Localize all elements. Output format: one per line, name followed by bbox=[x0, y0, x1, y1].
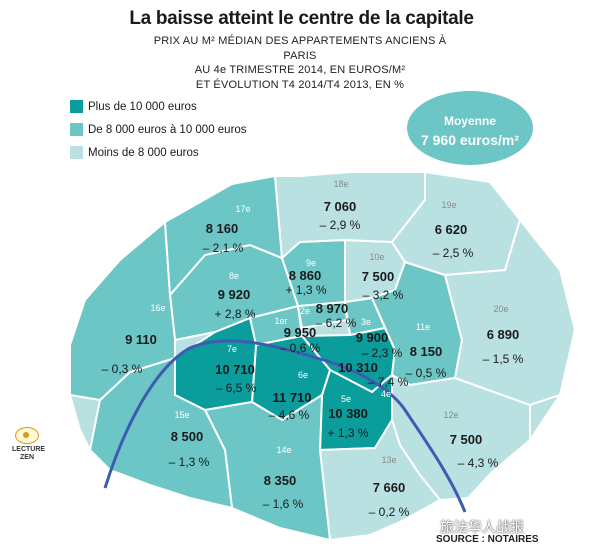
legend-swatch-mid bbox=[70, 123, 83, 136]
eye-icon bbox=[15, 427, 39, 444]
arrondissement-number-9: 9e bbox=[306, 258, 316, 268]
legend-swatch-low bbox=[70, 146, 83, 159]
lecture-zen-line-2: ZEN bbox=[20, 454, 34, 461]
arrondissement-evolution-15: – 1,3 % bbox=[169, 455, 210, 469]
subtitle-line-2: AU 4e TRIMESTRE 2014, EN EUROS/M² bbox=[194, 64, 406, 76]
arrondissement-evolution-11: – 0,5 % bbox=[406, 366, 447, 380]
legend-label-mid: De 8 000 euros à 10 000 euros bbox=[88, 123, 247, 136]
arrondissement-number-14: 14e bbox=[276, 445, 291, 455]
legend-item-low: Moins de 8 000 euros bbox=[70, 141, 247, 164]
arrondissement-number-13: 13e bbox=[381, 455, 396, 465]
arrondissement-evolution-1: – 0,6 % bbox=[280, 341, 321, 355]
arrondissement-evolution-3: – 2,3 % bbox=[362, 346, 403, 360]
arrondissement-number-7: 7e bbox=[227, 344, 237, 354]
map-subtitle: PRIX AU M² MÉDIAN DES APPARTEMENTS ANCIE… bbox=[150, 34, 450, 92]
legend-item-high: Plus de 10 000 euros bbox=[70, 95, 247, 118]
lecture-zen-line-1: LECTURE bbox=[12, 446, 46, 453]
arrondissement-number-4: 4e bbox=[381, 389, 391, 399]
legend-item-mid: De 8 000 euros à 10 000 euros bbox=[70, 118, 247, 141]
arrondissement-price-20: 6 890 bbox=[487, 327, 520, 342]
arrondissement-evolution-13: – 0,2 % bbox=[369, 505, 410, 519]
arrondissement-price-13: 7 660 bbox=[373, 480, 406, 495]
arrondissement-price-4: 10 310 bbox=[338, 360, 378, 375]
arrondissement-price-5: 10 380 bbox=[328, 406, 368, 421]
arrondissement-evolution-20: – 1,5 % bbox=[483, 352, 524, 366]
arrondissement-17 bbox=[163, 174, 284, 298]
arrondissement-price-8: 9 920 bbox=[218, 287, 251, 302]
arrondissement-number-5: 5e bbox=[341, 394, 351, 404]
arrondissement-price-18: 7 060 bbox=[324, 199, 357, 214]
arrondissement-number-17: 17e bbox=[235, 204, 250, 214]
arrondissement-evolution-5: + 1,3 % bbox=[327, 426, 368, 440]
arrondissement-price-3: 9 900 bbox=[356, 330, 389, 345]
arrondissement-number-18: 18e bbox=[333, 179, 348, 189]
arrondissement-evolution-19: – 2,5 % bbox=[433, 246, 474, 260]
legend: Plus de 10 000 euros De 8 000 euros à 10… bbox=[70, 95, 247, 164]
arrondissement-number-3: 3e bbox=[361, 317, 371, 327]
arrondissement-price-14: 8 350 bbox=[264, 473, 297, 488]
arrondissement-evolution-9: + 1,3 % bbox=[285, 283, 326, 297]
subtitle-line-3: ET ÉVOLUTION T4 2014/T4 2013, EN % bbox=[195, 78, 405, 91]
arrondissement-number-2: 2e bbox=[300, 306, 310, 316]
arrondissement-evolution-6: – 4,6 % bbox=[269, 408, 310, 422]
arrondissement-price-19: 6 620 bbox=[435, 222, 468, 237]
source-credit: SOURCE : NOTAIRES bbox=[436, 534, 539, 545]
legend-label-low: Moins de 8 000 euros bbox=[88, 146, 199, 159]
arrondissement-evolution-2: – 6,2 % bbox=[316, 316, 357, 330]
arrondissement-price-7: 10 710 bbox=[215, 362, 255, 377]
legend-label-high: Plus de 10 000 euros bbox=[88, 100, 197, 113]
average-label: Moyenne bbox=[443, 114, 496, 128]
arrondissement-price-15: 8 500 bbox=[171, 429, 204, 444]
arrondissement-20 bbox=[443, 217, 577, 407]
average-badge-shape bbox=[407, 91, 533, 165]
arrondissement-price-16: 9 110 bbox=[125, 332, 157, 347]
legend-swatch-high bbox=[70, 100, 83, 113]
map-title: La baisse atteint le centre de la capita… bbox=[129, 8, 474, 29]
arrondissement-number-11: 11e bbox=[416, 322, 430, 332]
lecture-zen-badge[interactable]: LECTURE ZEN bbox=[12, 427, 46, 462]
arrondissement-number-15: 15e bbox=[174, 410, 189, 420]
arrondissement-evolution-17: – 2,1 % bbox=[203, 241, 244, 255]
arrondissement-evolution-4: – 7,4 % bbox=[368, 375, 409, 389]
arrondissement-price-12: 7 500 bbox=[450, 432, 483, 447]
arrondissement-number-8: 8e bbox=[229, 271, 239, 281]
arrondissement-number-1: 1er bbox=[274, 316, 287, 326]
arrondissement-number-12: 12e bbox=[443, 410, 458, 420]
arrondissement-13 bbox=[318, 417, 442, 542]
arrondissement-evolution-18: – 2,9 % bbox=[320, 218, 361, 232]
arrondissement-number-10: 10e bbox=[369, 252, 384, 262]
average-badge: Moyenne 7 960 euros/m² bbox=[400, 114, 540, 148]
arrondissement-evolution-14: – 1,6 % bbox=[263, 497, 304, 511]
seine-river bbox=[103, 339, 467, 513]
arrondissement-price-9: 8 860 bbox=[289, 268, 322, 283]
arrondissement-evolution-10: – 3,2 % bbox=[363, 288, 404, 302]
arrondissement-number-19: 19e bbox=[441, 200, 456, 210]
subtitle-line-1: PRIX AU M² MÉDIAN DES APPARTEMENTS ANCIE… bbox=[153, 35, 447, 62]
arrondissement-evolution-12: – 4,3 % bbox=[458, 456, 499, 470]
arrondissement-price-17: 8 160 bbox=[206, 221, 239, 236]
arrondissement-price-10: 7 500 bbox=[362, 269, 395, 284]
arrondissement-evolution-8: + 2,8 % bbox=[214, 307, 255, 321]
arrondissement-price-11: 8 150 bbox=[410, 344, 443, 359]
arrondissement-price-1: 9 950 bbox=[284, 325, 317, 340]
arrondissement-number-6: 6e bbox=[298, 370, 308, 380]
arrondissement-evolution-7: – 6,5 % bbox=[216, 381, 257, 395]
arrondissement-evolution-16: – 0,3 % bbox=[102, 362, 143, 376]
watermark: 旅法华人战报 bbox=[440, 519, 524, 535]
arrondissement-price-2: 8 970 bbox=[316, 301, 349, 316]
arrondissement-number-20: 20e bbox=[493, 304, 508, 314]
arrondissement-number-16: 16e bbox=[150, 303, 165, 313]
arrondissement-price-6: 11 710 bbox=[272, 390, 311, 405]
average-value: 7 960 euros/m² bbox=[420, 132, 520, 148]
